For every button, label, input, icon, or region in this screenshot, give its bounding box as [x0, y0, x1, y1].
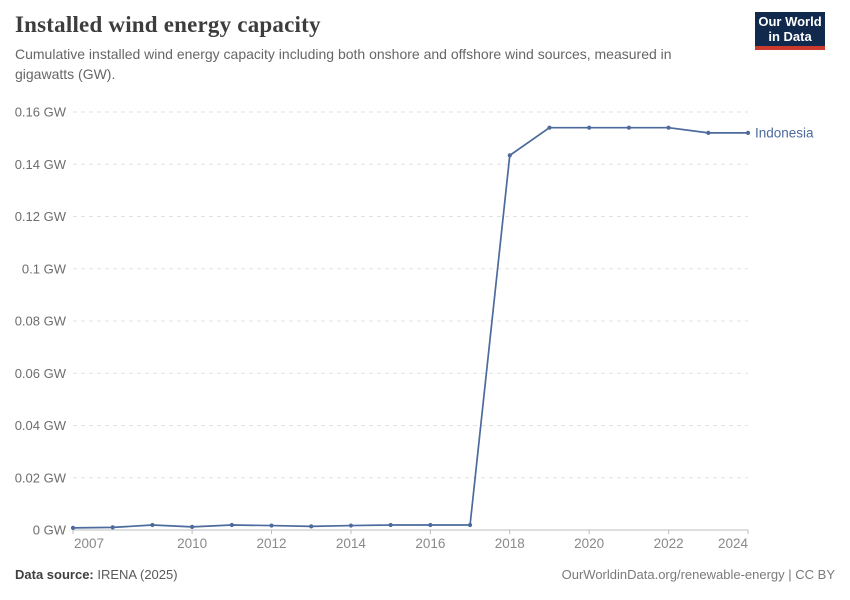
y-axis-tick-label: 0 GW: [33, 523, 67, 538]
y-axis-tick-label: 0.04 GW: [15, 418, 67, 433]
chart-footer: Data source: IRENA (2025) OurWorldinData…: [15, 567, 835, 582]
y-axis-tick-label: 0.08 GW: [15, 314, 67, 329]
data-point: [110, 525, 115, 530]
x-axis-tick-label: 2010: [177, 536, 207, 551]
data-point: [626, 125, 631, 130]
x-axis-tick-label: 2014: [336, 536, 367, 551]
data-point: [229, 522, 234, 528]
data-source-label: Data source:: [15, 567, 94, 582]
series-label: Indonesia: [755, 125, 814, 140]
y-axis-tick-label: 0.12 GW: [15, 209, 67, 224]
chart-header: Installed wind energy capacity Cumulativ…: [15, 12, 835, 85]
data-point: [309, 524, 314, 529]
data-point: [190, 524, 195, 529]
y-axis-tick-label: 0.06 GW: [15, 366, 67, 381]
y-axis-tick-label: 0.02 GW: [15, 470, 67, 485]
owid-logo-line1: Our World: [758, 14, 822, 29]
y-axis-tick-label: 0.14 GW: [15, 157, 67, 172]
data-point: [348, 523, 354, 528]
y-axis-tick-label: 0.1 GW: [22, 261, 67, 276]
owid-logo-line2: in Data: [768, 29, 812, 44]
chart-title: Installed wind energy capacity: [15, 12, 321, 37]
x-axis-tick-label: 2007: [74, 536, 104, 551]
credit-link[interactable]: OurWorldinData.org/renewable-energy | CC…: [561, 567, 835, 582]
x-axis-tick-label: 2022: [654, 536, 684, 551]
x-axis-tick-label: 2020: [574, 536, 604, 551]
data-point: [150, 522, 155, 528]
data-source: Data source: IRENA (2025): [15, 567, 178, 582]
data-point: [666, 125, 671, 130]
y-axis-tick-label: 0.16 GW: [15, 105, 67, 120]
data-point: [587, 125, 592, 130]
data-point: [706, 130, 711, 135]
x-axis-tick-label: 2016: [415, 536, 445, 551]
data-point: [269, 523, 274, 528]
data-point: [547, 125, 552, 130]
data-line: [72, 126, 748, 529]
data-point: [507, 153, 512, 158]
x-axis-tick-label: 2024: [718, 536, 749, 551]
data-point: [428, 522, 433, 528]
chart-subtitle: Cumulative installed wind energy capacit…: [15, 46, 672, 82]
owid-logo[interactable]: Our World in Data: [755, 12, 825, 50]
x-axis-tick-label: 2012: [257, 536, 287, 551]
data-source-value: IRENA (2025): [97, 567, 178, 582]
data-point: [70, 525, 76, 531]
data-point: [467, 522, 473, 528]
data-point: [745, 130, 751, 135]
x-axis-tick-label: 2018: [495, 536, 525, 551]
data-point: [388, 522, 393, 528]
